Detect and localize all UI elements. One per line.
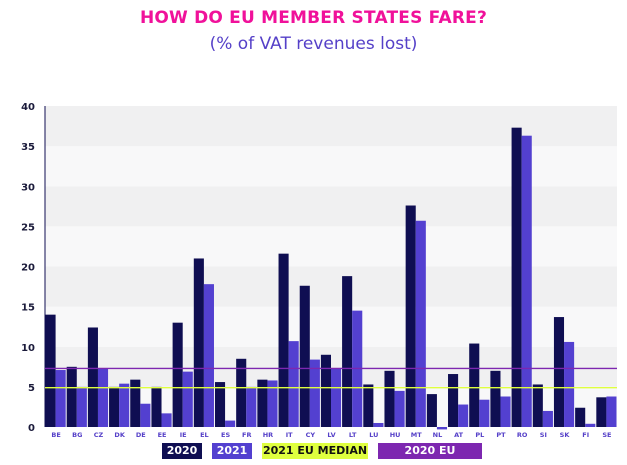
bar-2020-SI [532,384,543,427]
legend-2020: 2020 [162,443,202,459]
bar-2021-FI [585,423,596,427]
bar-2020-FI [575,407,586,427]
bar-2021-LV [331,368,342,427]
bar-2021-HR [267,380,278,427]
bar-2021-PT [500,396,511,427]
x-tick-label: DK [114,431,125,439]
x-tick-label: FI [582,431,589,439]
bar-2020-CY [299,285,310,427]
bar-2021-NL [436,427,448,430]
bar-2021-DE [140,403,151,427]
x-tick-label: HR [263,431,273,439]
bar-2020-RO [511,127,522,427]
x-tick-label: SE [602,431,611,439]
bar-2021-CY [309,359,320,427]
bar-2021-LU [373,422,384,427]
bar-2020-DK [109,386,120,427]
bar-2021-SK [564,341,575,427]
x-tick-label: PT [496,431,506,439]
bar-2020-DE [130,379,141,427]
bar-2020-EE [151,386,162,427]
x-tick-label: SI [540,431,547,439]
x-tick-label: IT [286,431,293,439]
y-tick-label: 30 [21,182,35,193]
bar-2021-AT [458,404,469,427]
bar-2021-IE [182,371,193,427]
x-tick-label: EL [200,431,209,439]
x-tick-label: LU [369,431,378,439]
bar-2020-BG [66,366,77,427]
x-tick-label: LT [349,431,357,439]
x-tick-label: BG [72,431,82,439]
x-tick-label: EE [158,431,167,439]
bar-2021-HU [394,390,405,427]
bar-2021-FR [246,386,257,427]
x-tick-label: CZ [94,431,104,439]
x-tick-label: MT [411,431,422,439]
y-tick-label: 35 [21,142,35,153]
bar-2020-HR [257,379,268,427]
bar-2020-FR [236,358,247,427]
bar-2021-BE [55,370,66,427]
bar-2020-BE [45,314,56,427]
legend-2021: 2021 [212,443,252,459]
x-tick-label: FR [242,431,251,439]
chart-subtitle: (% of VAT revenues lost) [209,34,418,54]
bar-2020-PT [490,370,501,427]
bar-2020-SK [553,317,565,427]
x-tick-label: CY [306,431,316,439]
bar-2020-MT [405,205,416,427]
bar-2021-SI [542,410,553,427]
x-tick-label: IE [180,431,187,439]
y-tick-label: 0 [28,423,35,434]
bar-2021-EE [161,413,172,427]
x-tick-label: HU [390,431,401,439]
bar-2020-NL [426,394,437,427]
bar-2020-LT [342,276,353,427]
bar-2020-LU [363,384,374,427]
bar-2020-EL [193,258,204,427]
bar-2021-DK [119,383,130,427]
bar-2021-EL [203,284,214,427]
bar-2021-BG [76,386,87,427]
y-tick-label: 5 [28,383,35,394]
bar-2021-IT [288,341,299,427]
bar-2021-PL [479,399,490,427]
bar-2020-AT [448,374,459,427]
x-tick-label: RO [517,431,528,439]
y-tick-label: 20 [21,263,35,274]
bar-2021-MT [415,220,426,427]
x-tick-label: DE [136,431,146,439]
x-tick-label: PL [475,431,484,439]
x-tick-label: LV [327,431,335,439]
bar-2020-LV [320,354,331,427]
chart-title: HOW DO EU MEMBER STATES FARE? [139,8,488,28]
bar-2020-CZ [87,327,98,427]
bar-2021-ES [225,420,236,427]
legend-2020-median: 2020 EU MEDIAN [378,443,482,465]
bar-2020-HU [384,370,395,427]
x-tick-label: BE [51,431,60,439]
y-tick-label: 10 [21,343,35,354]
bar-2020-IT [278,253,289,427]
y-tick-label: 15 [21,303,35,314]
y-tick-label: 40 [21,102,35,113]
legend-2021-median: 2021 EU MEDIAN [262,443,368,459]
bar-2020-ES [214,382,226,427]
x-tick-label: SK [560,431,571,439]
bar-2021-SE [606,396,617,427]
x-tick-label: AT [454,431,464,439]
bar-2020-PL [469,343,480,427]
bar-2021-RO [521,135,532,427]
y-tick-label: 25 [21,222,35,233]
x-tick-label: NL [433,431,443,439]
bar-2021-CZ [97,368,109,427]
bar-2020-SE [596,397,607,427]
x-tick-label: ES [221,431,230,439]
bar-2020-IE [172,322,183,427]
